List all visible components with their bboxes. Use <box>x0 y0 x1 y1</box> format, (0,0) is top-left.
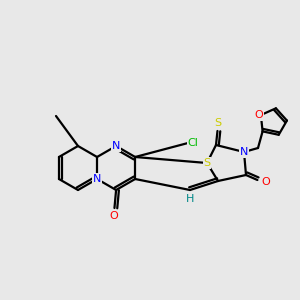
Text: O: O <box>110 211 118 221</box>
Text: N: N <box>112 141 120 151</box>
Text: N: N <box>93 174 101 184</box>
Text: S: S <box>214 118 222 128</box>
Text: N: N <box>240 147 248 157</box>
Text: Cl: Cl <box>188 138 198 148</box>
Text: S: S <box>203 158 211 168</box>
Text: O: O <box>254 110 263 120</box>
Text: O: O <box>262 177 270 187</box>
Text: H: H <box>186 194 194 204</box>
